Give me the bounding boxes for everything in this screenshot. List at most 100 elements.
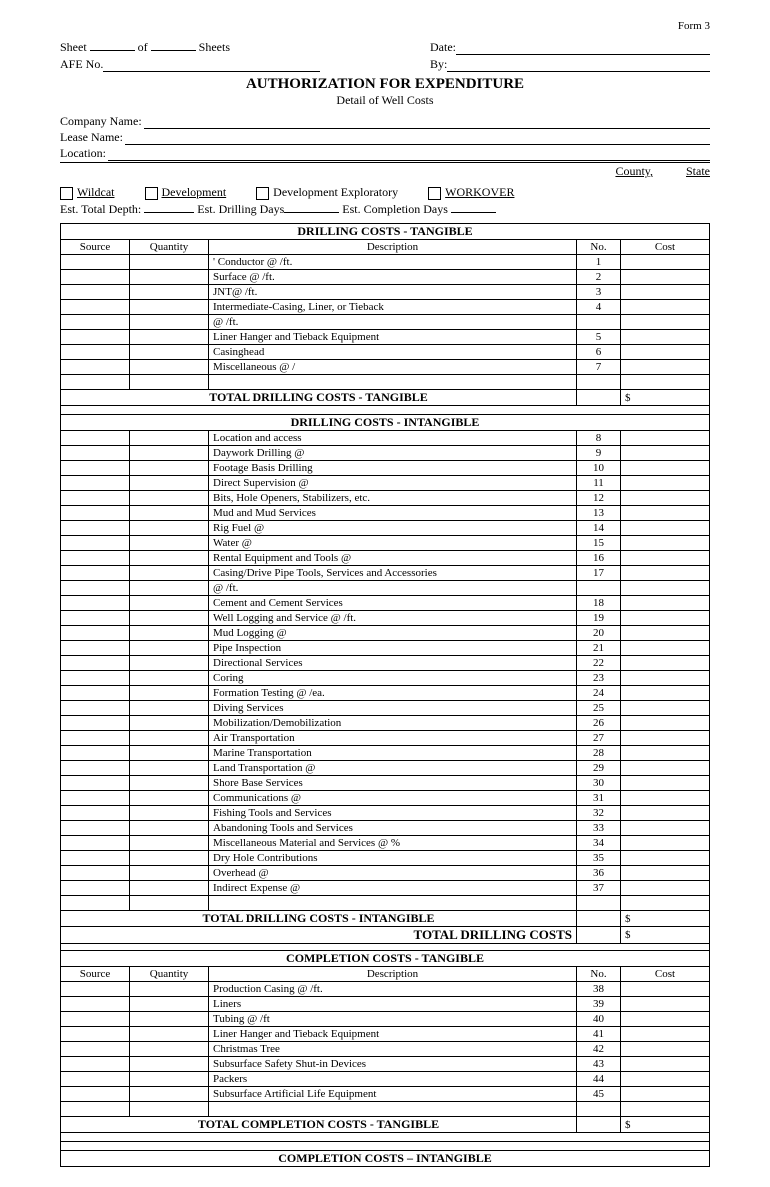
col-description: Description [209,240,577,255]
dollar-3: $ [621,927,710,944]
page-subtitle: Detail of Well Costs [60,93,710,108]
table-row: Production Casing @ /ft.38 [61,982,710,997]
table-row: Footage Basis Drilling10 [61,461,710,476]
dev-exploratory-label: Development Exploratory [273,185,398,199]
col-quantity: Quantity [130,240,209,255]
table-row: Casinghead6 [61,345,710,360]
dollar-4: $ [621,1117,710,1133]
col-source-2: Source [61,967,130,982]
county-label: County, [615,164,653,178]
wildcat-label: Wildcat [77,185,115,199]
drilling-intangible-header: DRILLING COSTS - INTANGIBLE [61,415,710,431]
cost-table: DRILLING COSTS - TANGIBLE Source Quantit… [60,223,710,1167]
table-row: Direct Supervision @11 [61,476,710,491]
dollar-1: $ [621,390,710,406]
table-row: @ /ft. [61,315,710,330]
table-row: Mud and Mud Services13 [61,506,710,521]
table-row: Pipe Inspection21 [61,641,710,656]
table-row: Christmas Tree42 [61,1042,710,1057]
completion-tangible-header: COMPLETION COSTS - TANGIBLE [61,951,710,967]
sheet-label: Sheet [60,40,87,54]
table-row: Cement and Cement Services18 [61,596,710,611]
development-checkbox[interactable] [145,187,158,200]
table-row: JNT@ /ft.3 [61,285,710,300]
col-no-2: No. [577,967,621,982]
table-row: Communications @31 [61,791,710,806]
dollar-2: $ [621,911,710,927]
workover-label: WORKOVER [445,185,514,199]
lease-label: Lease Name: [60,130,123,145]
table-row: Mud Logging @20 [61,626,710,641]
wildcat-checkbox[interactable] [60,187,73,200]
table-row: Packers44 [61,1072,710,1087]
header-row-1: Sheet of Sheets Date: [60,40,710,55]
table-row: Overhead @36 [61,866,710,881]
est-drilling-label: Est. Drilling Days [197,202,284,216]
table-row: Well Logging and Service @ /ft.19 [61,611,710,626]
estimates-row: Est. Total Depth: Est. Drilling Days Est… [60,202,710,217]
table-row: Coring23 [61,671,710,686]
location-label: Location: [60,146,106,161]
table-row: Miscellaneous @ /7 [61,360,710,375]
date-label: Date: [430,40,456,55]
company-field: Company Name: [60,114,710,129]
checkbox-row: Wildcat Development Development Explorat… [60,185,710,200]
total-drilling-intangible: TOTAL DRILLING COSTS - INTANGIBLE [61,911,577,927]
col-cost: Cost [621,240,710,255]
table-row: Bits, Hole Openers, Stabilizers, etc.12 [61,491,710,506]
col-quantity-2: Quantity [130,967,209,982]
col-description-2: Description [209,967,577,982]
table-row: Directional Services22 [61,656,710,671]
table-row: Liners39 [61,997,710,1012]
total-completion-tangible: TOTAL COMPLETION COSTS - TANGIBLE [61,1117,577,1133]
table-row: Surface @ /ft.2 [61,270,710,285]
col-cost-2: Cost [621,967,710,982]
page-title: AUTHORIZATION FOR EXPENDITURE [60,76,710,93]
table-row: Tubing @ /ft40 [61,1012,710,1027]
table-row: Fishing Tools and Services32 [61,806,710,821]
sheets-label: Sheets [199,40,230,54]
header-row-2: AFE No. By: [60,57,710,72]
drilling-tangible-header: DRILLING COSTS - TANGIBLE [61,224,710,240]
location-cont [60,162,710,163]
afe-label: AFE No. [60,57,103,72]
table-row: Land Transportation @29 [61,761,710,776]
table-row: Intermediate-Casing, Liner, or Tieback4 [61,300,710,315]
table-row: Casing/Drive Pipe Tools, Services and Ac… [61,566,710,581]
table-row: Formation Testing @ /ea.24 [61,686,710,701]
county-state: County, State [60,164,710,179]
col-source: Source [61,240,130,255]
table-row: Dry Hole Contributions35 [61,851,710,866]
table-row: Water @15 [61,536,710,551]
table-row: Air Transportation27 [61,731,710,746]
of-label: of [138,40,148,54]
state-label: State [686,164,710,178]
location-field: Location: [60,146,710,161]
table-row: Shore Base Services30 [61,776,710,791]
form-number: Form 3 [60,20,710,32]
table-row: @ /ft. [61,581,710,596]
table-row: Mobilization/Demobilization26 [61,716,710,731]
table-row: Subsurface Artificial Life Equipment45 [61,1087,710,1102]
est-completion-label: Est. Completion Days [342,202,448,216]
table-row: Rig Fuel @14 [61,521,710,536]
by-label: By: [430,57,447,72]
table-row: Diving Services25 [61,701,710,716]
table-row: Liner Hanger and Tieback Equipment41 [61,1027,710,1042]
table-row: Abandoning Tools and Services33 [61,821,710,836]
dev-exploratory-checkbox[interactable] [256,187,269,200]
table-row: Liner Hanger and Tieback Equipment5 [61,330,710,345]
lease-field: Lease Name: [60,130,710,145]
table-row: Subsurface Safety Shut-in Devices43 [61,1057,710,1072]
total-drilling-costs: TOTAL DRILLING COSTS [61,927,577,944]
table-row: Marine Transportation28 [61,746,710,761]
table-row: Daywork Drilling @9 [61,446,710,461]
workover-checkbox[interactable] [428,187,441,200]
company-label: Company Name: [60,114,142,129]
total-drilling-tangible: TOTAL DRILLING COSTS - TANGIBLE [61,390,577,406]
table-row: ' Conductor @ /ft.1 [61,255,710,270]
table-row: Rental Equipment and Tools @16 [61,551,710,566]
completion-intangible-header: COMPLETION COSTS – INTANGIBLE [61,1151,710,1167]
est-depth-label: Est. Total Depth: [60,202,141,216]
table-row: Miscellaneous Material and Services @ %3… [61,836,710,851]
